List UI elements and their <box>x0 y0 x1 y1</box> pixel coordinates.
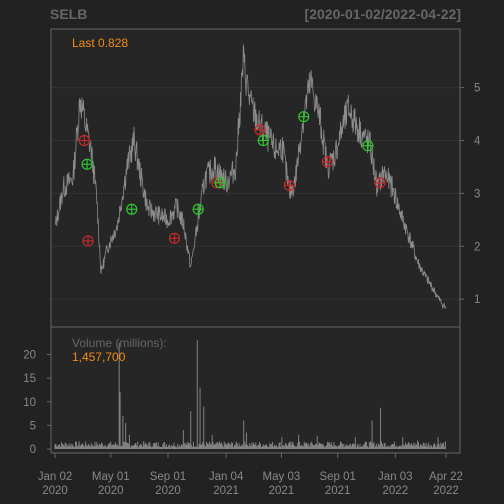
price-panel-background <box>51 29 460 327</box>
date-tick-year: 2020 <box>42 485 68 497</box>
date-tick-label: Apr 22 <box>429 471 463 483</box>
sell-signal-marker <box>254 124 266 136</box>
price-gridlines <box>51 87 460 300</box>
date-tick-year: 2021 <box>213 485 239 497</box>
date-tick-label: May 01 <box>92 471 130 483</box>
buy-signal-marker <box>192 203 204 215</box>
sell-signal-marker <box>82 235 94 247</box>
volume-bars <box>54 340 446 449</box>
sell-signal-marker <box>374 177 386 189</box>
price-axis: 1 2 3 4 5 <box>460 83 481 306</box>
price-panel: Last 0.828 1 2 3 4 5 <box>50 28 481 328</box>
buy-signal-marker <box>81 158 93 170</box>
chart-title: SELB <box>50 6 87 22</box>
date-tick-year: 2021 <box>269 485 295 497</box>
volume-tick-label: 20 <box>23 350 36 362</box>
sell-signal-marker <box>168 232 181 244</box>
date-tick-label: Sep 01 <box>150 471 186 483</box>
buy-signal-marker <box>214 177 226 189</box>
buy-signal-marker <box>126 203 138 215</box>
volume-tick-label: 10 <box>23 397 36 409</box>
date-axis: Jan 02 2020 May 01 2020 Sep 01 2020 Jan 04 2021… <box>38 453 463 497</box>
date-tick-year: 2020 <box>155 485 181 497</box>
sell-signal-marker <box>78 134 90 147</box>
last-volume-label: 1,457,700 <box>72 350 126 364</box>
date-tick-label: Sep 01 <box>319 471 355 483</box>
price-tick-label: 4 <box>474 135 481 147</box>
sell-signal-marker <box>283 179 295 192</box>
volume-tick-label: 0 <box>30 444 36 456</box>
date-range: [2020-01-02/2022-04-22] <box>305 6 461 22</box>
volume-axis: 0 5 10 15 20 <box>23 350 51 456</box>
sell-signal-marker <box>321 156 334 168</box>
volume-tick-label: 5 <box>30 420 36 432</box>
buy-signal-marker <box>257 134 269 147</box>
date-tick-label: May 03 <box>263 471 301 483</box>
date-tick-year: 2020 <box>98 485 124 497</box>
price-tick-label: 3 <box>474 188 480 200</box>
volume-label: Volume (millions): <box>72 336 167 350</box>
date-tick-label: Jan 04 <box>209 471 244 483</box>
date-tick-label: Jan 03 <box>378 471 413 483</box>
price-tick-label: 5 <box>474 83 480 95</box>
date-tick-label: Jan 02 <box>38 471 73 483</box>
volume-panel: Volume (millions): 1,457,700 0 5 10 15 20 <box>23 326 461 456</box>
buy-signal-marker <box>298 111 310 123</box>
trade-signals <box>78 111 386 247</box>
price-series-line <box>54 44 447 309</box>
date-tick-year: 2021 <box>325 485 351 497</box>
last-price-label: Last 0.828 <box>72 36 128 50</box>
volume-tick-label: 15 <box>23 373 36 385</box>
date-tick-year: 2022 <box>433 485 459 497</box>
volume-panel-frame <box>50 326 461 454</box>
buy-signal-marker <box>362 140 374 152</box>
date-tick-year: 2022 <box>383 485 409 497</box>
price-tick-label: 1 <box>474 294 480 306</box>
price-tick-label: 2 <box>474 241 480 253</box>
